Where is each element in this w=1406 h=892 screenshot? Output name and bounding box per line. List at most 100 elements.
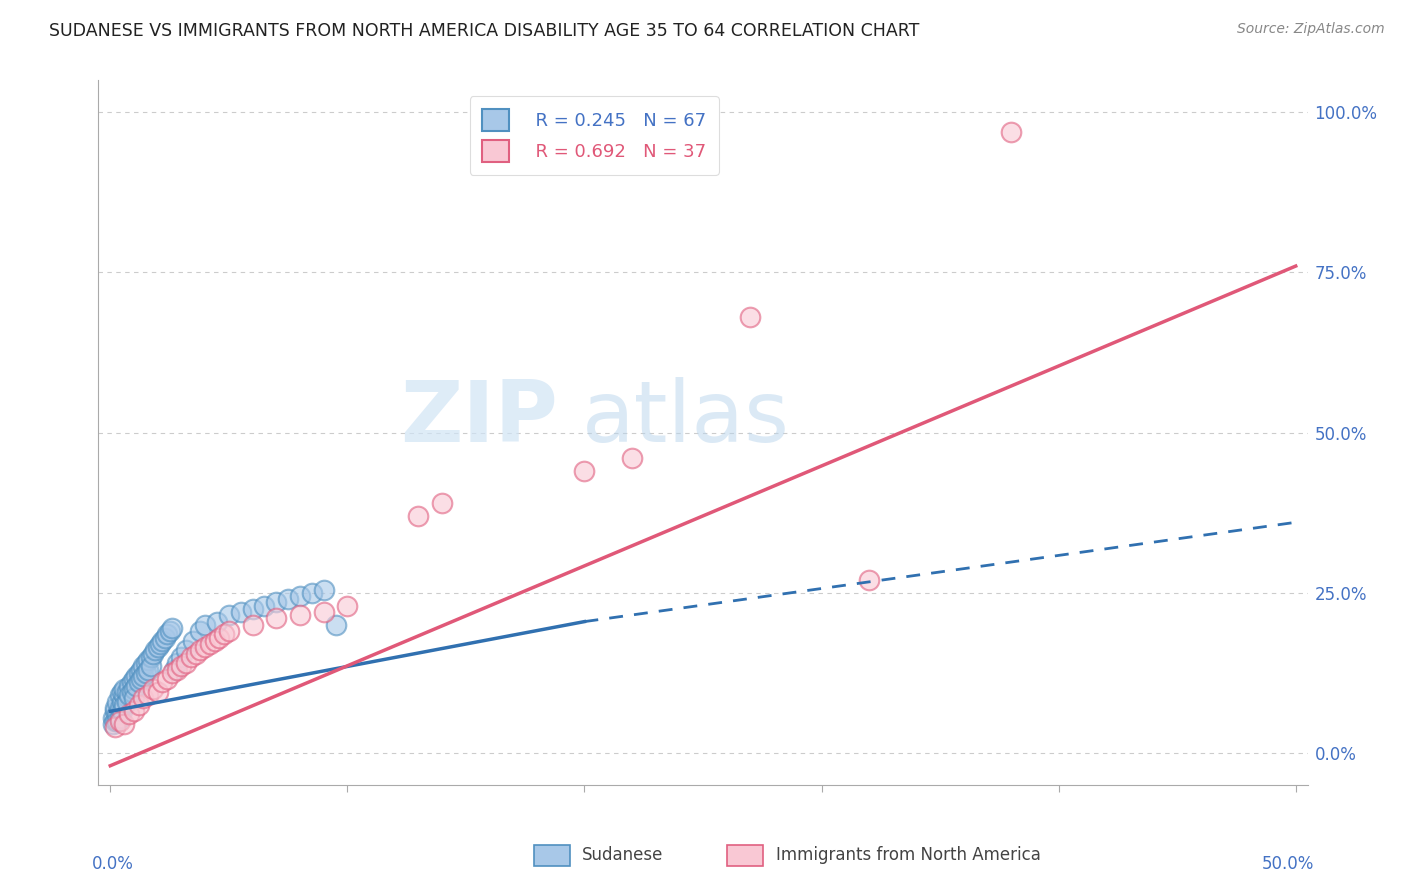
Point	[288, 589, 311, 603]
Point	[122, 673, 145, 687]
Point	[104, 704, 127, 718]
Point	[139, 659, 162, 673]
Point	[118, 688, 141, 702]
FancyBboxPatch shape	[727, 845, 763, 866]
Point	[118, 679, 141, 693]
Point	[132, 669, 155, 683]
Point	[253, 599, 276, 613]
Point	[194, 640, 217, 655]
Point	[198, 637, 221, 651]
Point	[125, 669, 148, 683]
Point	[184, 647, 207, 661]
Point	[190, 643, 212, 657]
Point	[114, 717, 136, 731]
Point	[170, 659, 193, 673]
Point	[104, 714, 127, 728]
Point	[174, 643, 197, 657]
Point	[108, 711, 131, 725]
Point	[122, 691, 145, 706]
Point	[111, 704, 134, 718]
Point	[105, 714, 128, 728]
Point	[180, 649, 202, 664]
Point	[114, 698, 136, 712]
Point	[115, 695, 138, 709]
Point	[108, 714, 131, 728]
Point	[129, 663, 152, 677]
Point	[212, 627, 235, 641]
Point	[128, 665, 150, 680]
Point	[325, 617, 347, 632]
Point	[190, 624, 212, 639]
Point	[156, 627, 179, 641]
Text: 50.0%: 50.0%	[1261, 855, 1313, 873]
Point	[156, 673, 179, 687]
Point	[135, 657, 157, 671]
Point	[194, 617, 217, 632]
Point	[136, 663, 159, 677]
Point	[114, 681, 136, 696]
Text: 0.0%: 0.0%	[93, 855, 134, 873]
Point	[118, 707, 141, 722]
Text: ZIP: ZIP	[401, 377, 558, 460]
Point	[135, 665, 157, 680]
Point	[101, 711, 124, 725]
Point	[129, 673, 152, 687]
Point	[205, 615, 228, 629]
Point	[132, 691, 155, 706]
Text: SUDANESE VS IMMIGRANTS FROM NORTH AMERICA DISABILITY AGE 35 TO 64 CORRELATION CH: SUDANESE VS IMMIGRANTS FROM NORTH AMERIC…	[49, 22, 920, 40]
Point	[166, 657, 188, 671]
Point	[146, 640, 169, 655]
Point	[136, 688, 159, 702]
Point	[163, 663, 186, 677]
Point	[218, 608, 240, 623]
Point	[108, 688, 131, 702]
Point	[301, 586, 323, 600]
Point	[620, 451, 643, 466]
Point	[432, 496, 454, 510]
Point	[108, 701, 131, 715]
Point	[115, 685, 138, 699]
Text: Immigrants from North America: Immigrants from North America	[776, 847, 1040, 864]
Point	[170, 649, 193, 664]
Point	[125, 679, 148, 693]
Point	[142, 647, 165, 661]
Point	[159, 624, 181, 639]
Text: atlas: atlas	[582, 377, 790, 460]
Point	[104, 720, 127, 734]
Point	[288, 608, 311, 623]
Point	[142, 681, 165, 696]
Point	[139, 649, 162, 664]
Text: Sudanese: Sudanese	[582, 847, 664, 864]
Point	[264, 611, 287, 625]
Point	[111, 695, 134, 709]
FancyBboxPatch shape	[534, 845, 569, 866]
Point	[208, 631, 231, 645]
Point	[132, 659, 155, 673]
Point	[105, 695, 128, 709]
Point	[104, 701, 127, 715]
Point	[312, 582, 335, 597]
Point	[152, 633, 174, 648]
Point	[166, 663, 188, 677]
Point	[740, 310, 762, 325]
Point	[858, 573, 880, 587]
Point	[111, 685, 134, 699]
Point	[160, 665, 183, 680]
Point	[277, 592, 299, 607]
Point	[1000, 124, 1022, 138]
Point	[160, 621, 183, 635]
Point	[146, 685, 169, 699]
Point	[153, 631, 176, 645]
Point	[121, 685, 143, 699]
Point	[122, 681, 145, 696]
Point	[264, 595, 287, 609]
Legend:   R = 0.245   N = 67,   R = 0.692   N = 37: R = 0.245 N = 67, R = 0.692 N = 37	[470, 96, 718, 175]
Point	[128, 675, 150, 690]
Point	[136, 653, 159, 667]
Point	[229, 605, 252, 619]
Point	[218, 624, 240, 639]
Point	[181, 633, 204, 648]
Point	[149, 637, 172, 651]
Point	[242, 601, 264, 615]
Text: Source: ZipAtlas.com: Source: ZipAtlas.com	[1237, 22, 1385, 37]
